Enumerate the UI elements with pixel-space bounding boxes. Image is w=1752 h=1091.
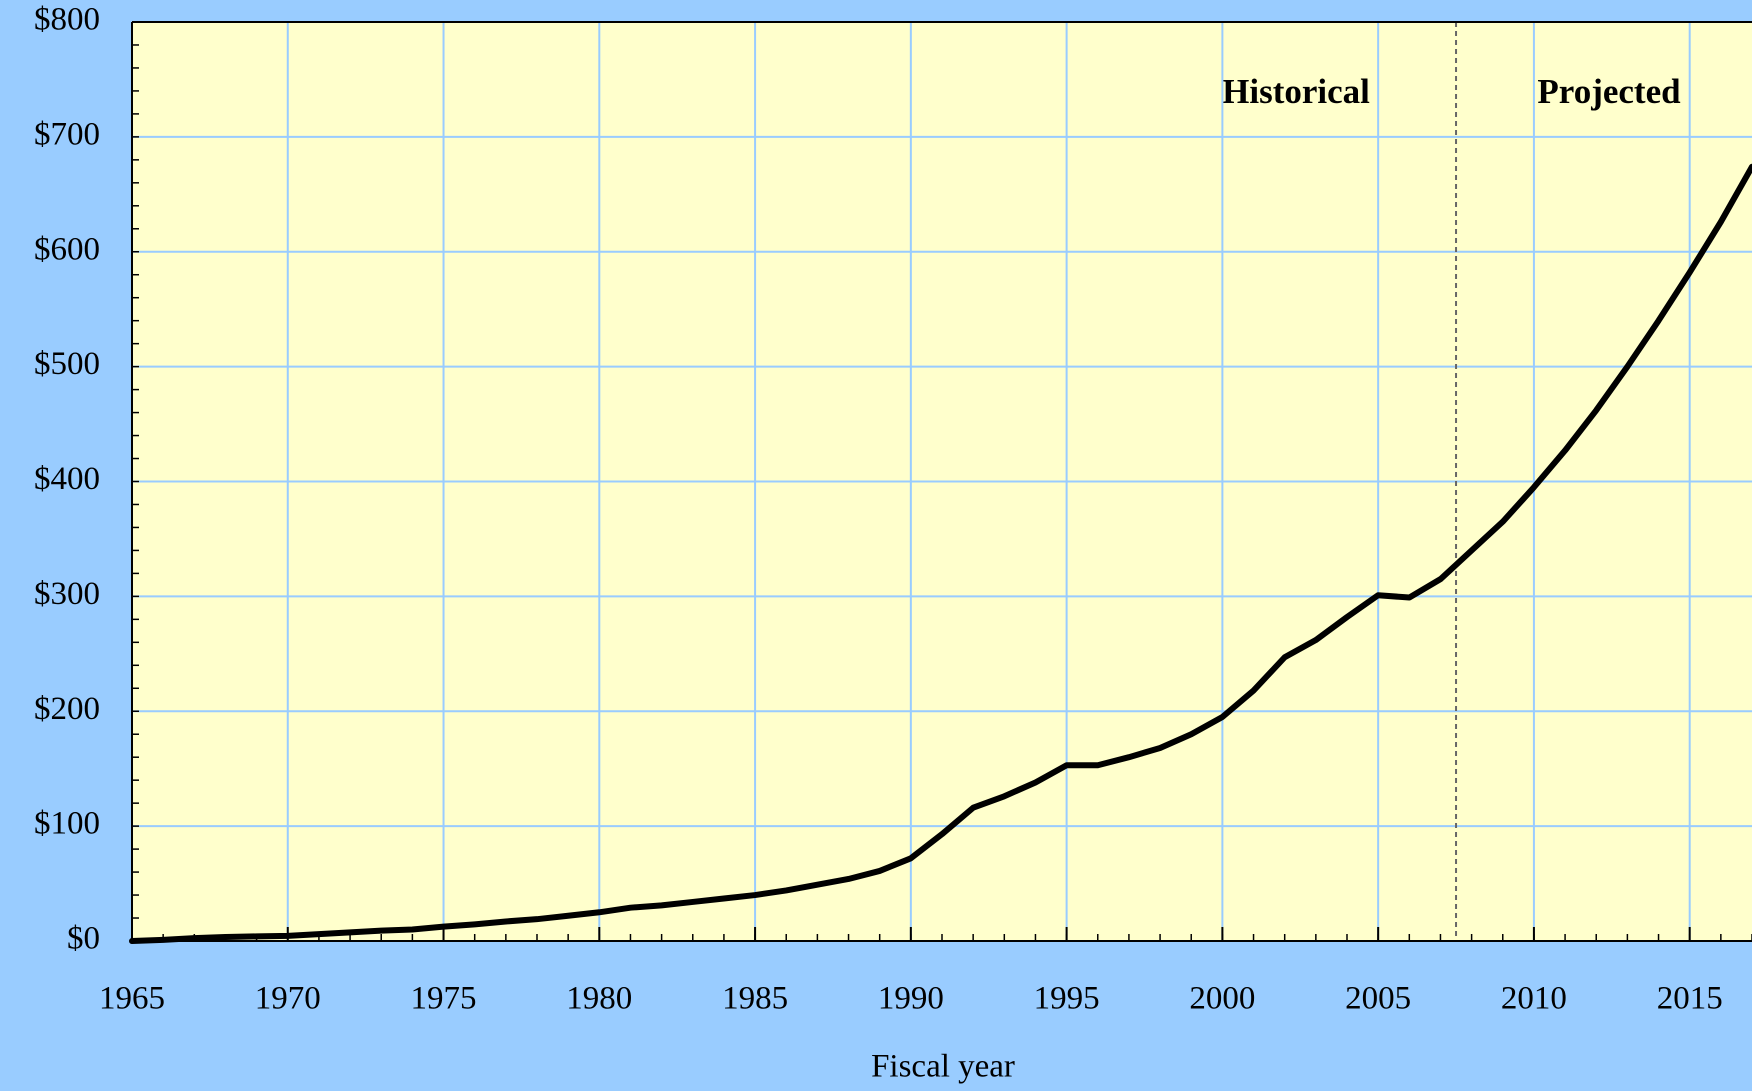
- x-tick-label: 1990: [878, 981, 944, 1017]
- y-tick-label: $0: [67, 921, 100, 957]
- x-tick-label: 1980: [566, 981, 632, 1017]
- y-tick-label: $600: [34, 231, 100, 267]
- x-tick-label: 1965: [99, 981, 165, 1017]
- x-tick-label: 1995: [1034, 981, 1100, 1017]
- x-tick-label: 2010: [1501, 981, 1567, 1017]
- x-tick-label: 2015: [1657, 981, 1723, 1017]
- y-tick-label: $300: [34, 576, 100, 612]
- line-series: [129, 163, 1752, 944]
- x-axis-label: Fiscal year: [871, 1049, 1015, 1085]
- annotation: Projected: [1537, 72, 1681, 111]
- y-tick-label: $100: [34, 806, 100, 842]
- y-tick-label: $400: [34, 461, 100, 497]
- y-tick-label: $200: [34, 691, 100, 727]
- y-tick-label: $700: [34, 116, 100, 152]
- y-tick-label: $800: [34, 2, 100, 38]
- annotation: Historical: [1222, 72, 1370, 111]
- x-tick-label: 1985: [722, 981, 788, 1017]
- x-tick-label: 1970: [255, 981, 321, 1017]
- x-tick-label: 2000: [1189, 981, 1255, 1017]
- x-tick-label: 1975: [411, 981, 477, 1017]
- x-tick-label: 2005: [1345, 981, 1411, 1017]
- y-tick-label: $500: [34, 346, 100, 382]
